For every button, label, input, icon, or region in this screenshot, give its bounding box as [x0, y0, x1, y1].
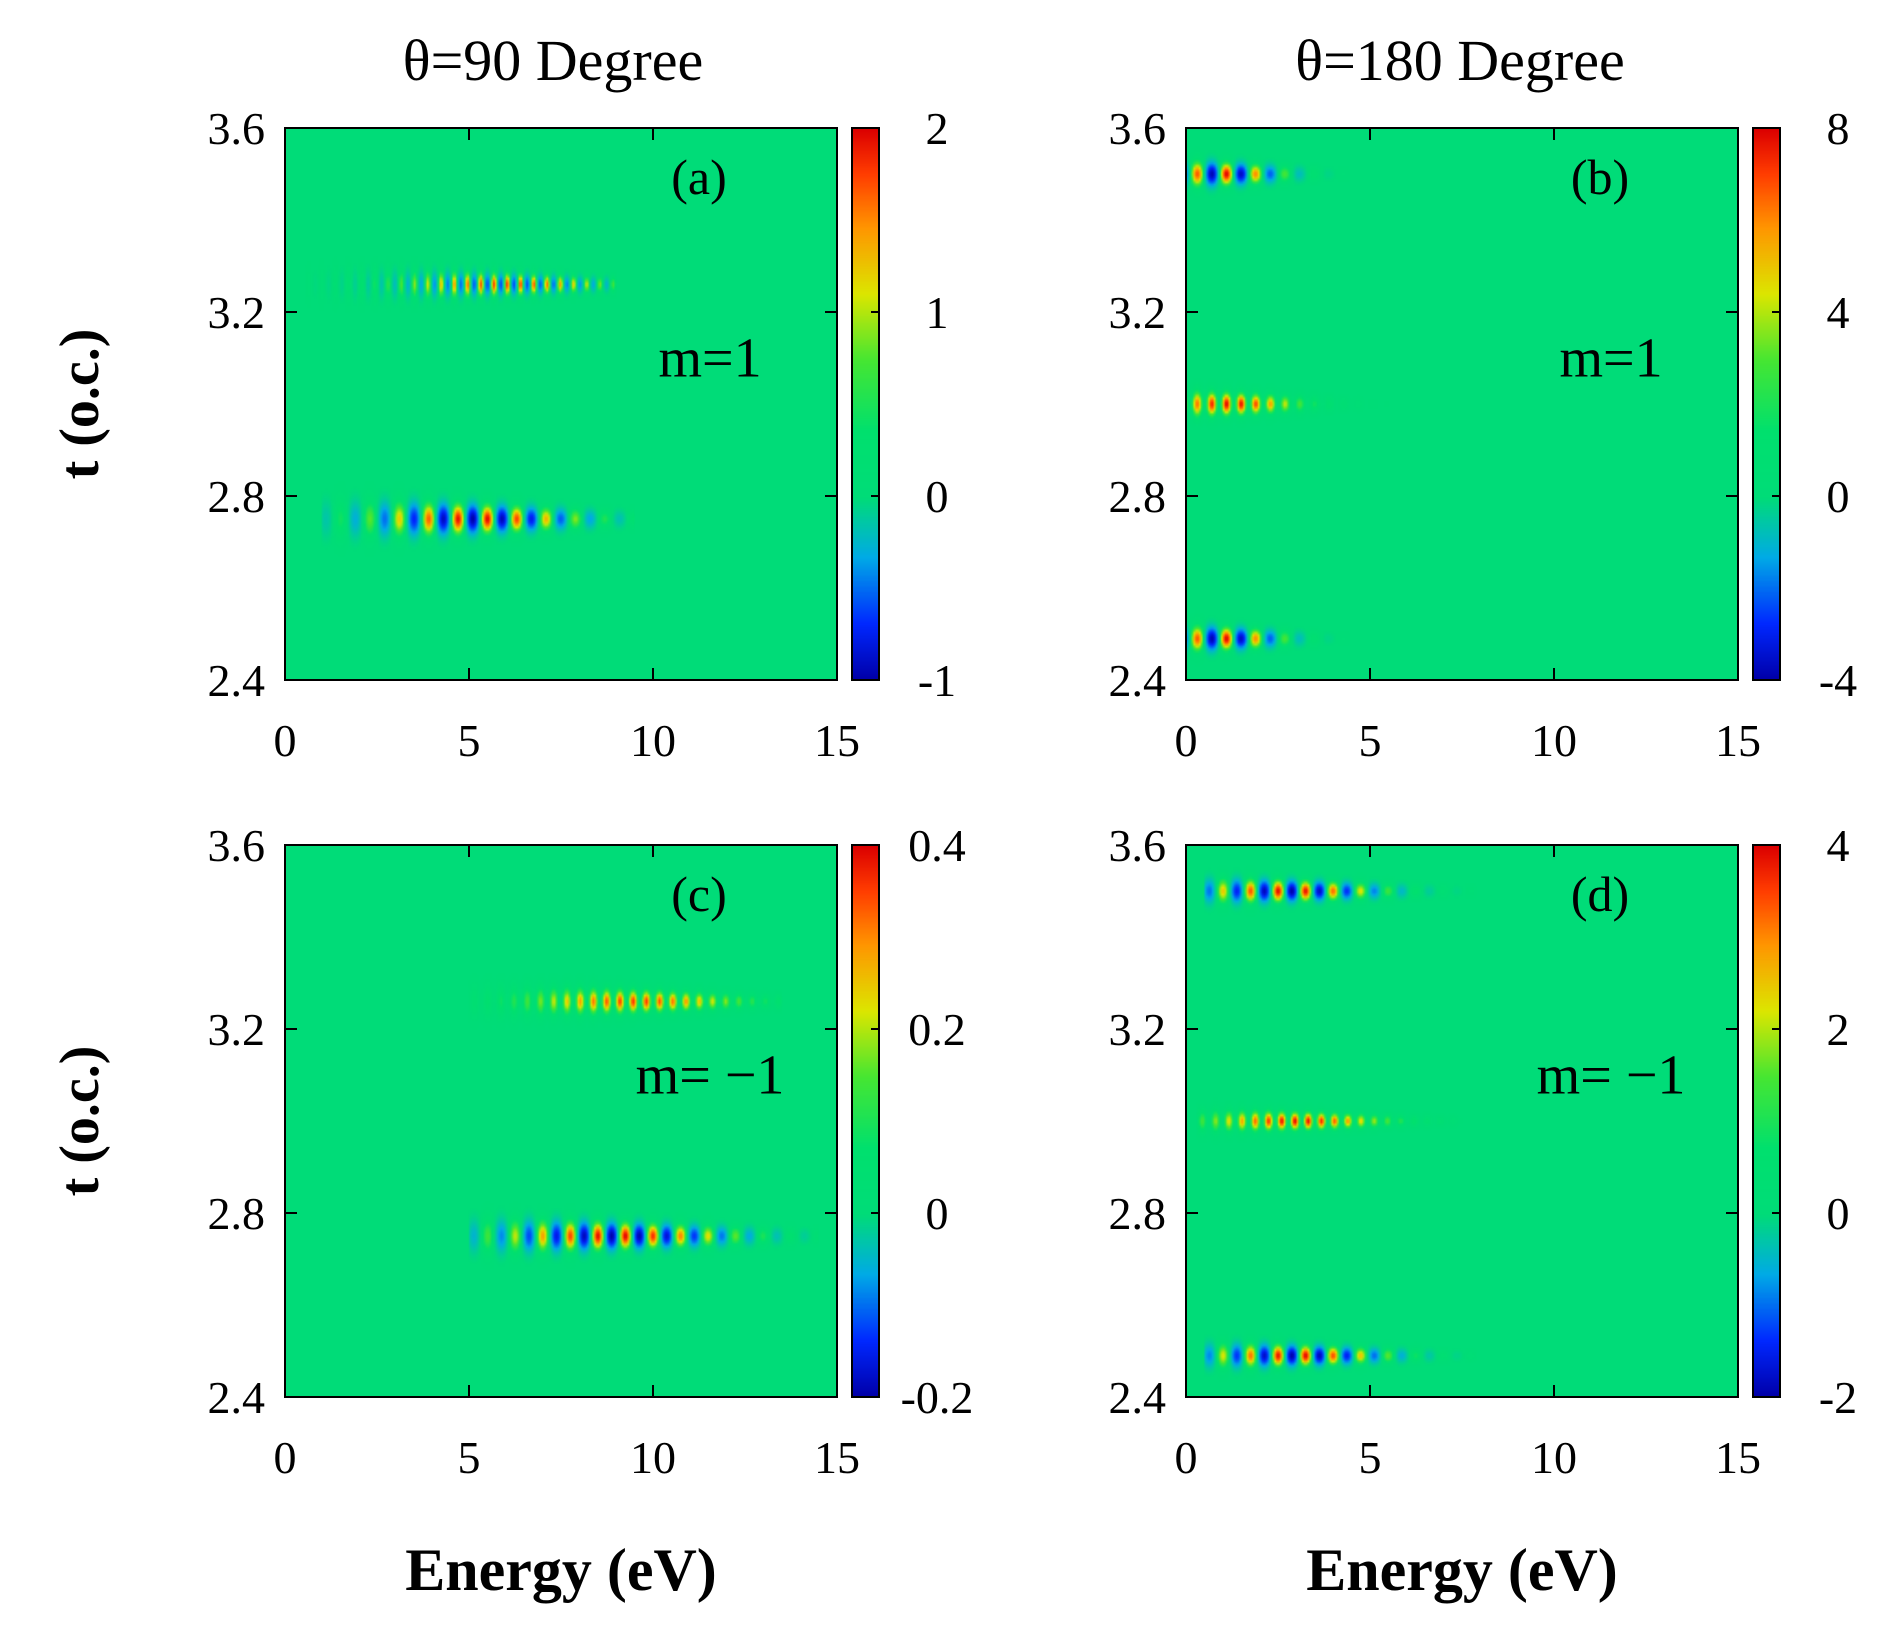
x-tick-label: 15	[814, 715, 860, 766]
colorbar-tick-label: -2	[1819, 1372, 1857, 1423]
y-tick-label: 2.8	[208, 471, 266, 522]
y-tick-label: 3.2	[208, 287, 266, 338]
x-tick-label: 10	[1531, 715, 1577, 766]
colorbar-tick-label: 0.2	[908, 1004, 966, 1055]
panel-1: 0 5 10 15 2.4 2.8 3.2 3.6 (b) m=1 -4 0 4 8	[1109, 103, 1858, 766]
y-tick-label: 2.4	[208, 655, 266, 706]
y-tick-label: 3.2	[1109, 1004, 1167, 1055]
colorbar-tick-label: 8	[1827, 103, 1850, 154]
panel-0: 0 5 10 15 2.4 2.8 3.2 3.6 (a) m=1 -1 0 1 2 t (o.c.)	[49, 103, 956, 766]
y-tick-label: 3.2	[208, 1004, 266, 1055]
x-tick-label: 10	[630, 715, 676, 766]
y-axis-label: t (o.c.)	[49, 1046, 111, 1197]
colorbar-tick-label: 2	[1827, 1004, 1850, 1055]
y-tick-label: 2.4	[208, 1372, 266, 1423]
annotation: m=1	[658, 327, 761, 389]
colorbar-tick-label: 0.4	[908, 820, 966, 871]
y-tick-label: 2.4	[1109, 655, 1167, 706]
x-tick-label: 15	[1715, 1432, 1761, 1483]
annotation: m= −1	[636, 1044, 785, 1106]
colorbar-tick-label: 2	[926, 103, 949, 154]
colorbar-tick-label: 0	[1827, 1188, 1850, 1239]
x-tick-label: 5	[458, 1432, 481, 1483]
colorbar-tick-label: 0	[926, 471, 949, 522]
annotation: m=1	[1559, 327, 1662, 389]
x-tick-label: 0	[274, 715, 297, 766]
panel-label: (c)	[671, 866, 727, 922]
colorbar-frame	[851, 127, 880, 681]
column-title-left: θ=90 Degree	[403, 28, 703, 93]
colorbar-tick-label: 4	[1827, 287, 1850, 338]
plot-frame	[1185, 127, 1739, 681]
colorbar-frame	[1752, 127, 1781, 681]
x-tick-label: 15	[814, 1432, 860, 1483]
colorbar-frame	[1752, 844, 1781, 1398]
colorbar-tick-label: -0.2	[901, 1372, 974, 1423]
plot-frame	[284, 127, 838, 681]
x-tick-label: 5	[1359, 1432, 1382, 1483]
column-title-right: θ=180 Degree	[1295, 28, 1624, 93]
y-tick-label: 2.4	[1109, 1372, 1167, 1423]
colorbar-tick-label: 0	[1827, 471, 1850, 522]
x-tick-label: 5	[1359, 715, 1382, 766]
x-tick-label: 10	[1531, 1432, 1577, 1483]
y-tick-label: 3.6	[1109, 103, 1167, 154]
annotation: m= −1	[1537, 1044, 1686, 1106]
panel-2: 0 5 10 15 2.4 2.8 3.2 3.6 (c) m= −1 -0.2 0 0.2 0.4 t (…	[49, 820, 973, 1603]
heatmap-image	[1186, 128, 1738, 680]
x-tick-label: 5	[458, 715, 481, 766]
x-tick-label: 15	[1715, 715, 1761, 766]
plot-frame	[1185, 844, 1739, 1398]
x-tick-label: 0	[1175, 1432, 1198, 1483]
heatmap-image	[285, 845, 837, 1397]
x-axis-label: Energy (eV)	[1306, 1537, 1618, 1603]
plot-frame	[284, 844, 838, 1398]
x-tick-label: 10	[630, 1432, 676, 1483]
heatmap-image	[285, 128, 837, 680]
y-axis-label: t (o.c.)	[49, 329, 111, 480]
y-tick-label: 2.8	[1109, 471, 1167, 522]
panel-label: (b)	[1571, 149, 1629, 205]
panel-label: (d)	[1571, 866, 1629, 922]
colorbar-tick-label: -4	[1819, 655, 1857, 706]
colorbar-tick-label: 4	[1827, 820, 1850, 871]
colorbar	[852, 845, 879, 1397]
x-axis-label: Energy (eV)	[405, 1537, 717, 1603]
colorbar	[852, 128, 879, 680]
colorbar	[1753, 845, 1780, 1397]
y-tick-label: 3.6	[208, 103, 266, 154]
y-tick-label: 2.8	[1109, 1188, 1167, 1239]
x-tick-label: 0	[274, 1432, 297, 1483]
panel-3: 0 5 10 15 2.4 2.8 3.2 3.6 (d) m= −1 -2 0 2 4 Energy (e…	[1109, 820, 1858, 1603]
y-tick-label: 3.6	[1109, 820, 1167, 871]
x-tick-label: 0	[1175, 715, 1198, 766]
colorbar	[1753, 128, 1780, 680]
y-tick-label: 3.6	[208, 820, 266, 871]
colorbar-tick-label: 1	[926, 287, 949, 338]
colorbar-tick-label: 0	[926, 1188, 949, 1239]
colorbar-tick-label: -1	[918, 655, 956, 706]
colorbar-frame	[851, 844, 880, 1398]
y-tick-label: 2.8	[208, 1188, 266, 1239]
y-tick-label: 3.2	[1109, 287, 1167, 338]
panel-label: (a)	[671, 149, 727, 205]
heatmap-image	[1186, 845, 1738, 1397]
